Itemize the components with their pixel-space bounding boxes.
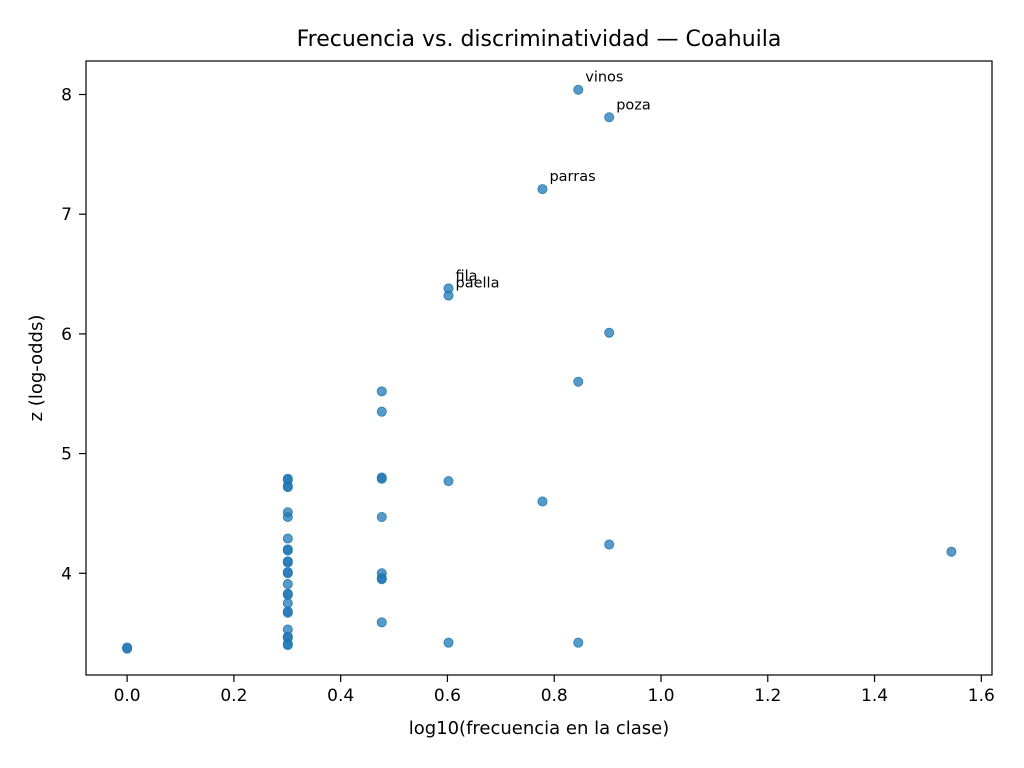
x-tick-label: 0.6 xyxy=(434,686,461,706)
data-point xyxy=(376,473,387,484)
x-tick-label: 1.4 xyxy=(861,686,888,706)
data-point xyxy=(282,533,293,544)
data-point xyxy=(282,607,293,618)
point-label: fila xyxy=(456,268,478,284)
data-point xyxy=(443,476,454,487)
data-point xyxy=(282,589,293,600)
point-label: parras xyxy=(549,169,595,185)
point-label: paella xyxy=(456,276,500,292)
data-points xyxy=(122,84,957,654)
data-point xyxy=(282,640,293,651)
data-point xyxy=(443,637,454,648)
data-point xyxy=(573,84,584,95)
point-label: vinos xyxy=(585,70,623,86)
x-tick-label: 1.6 xyxy=(968,686,995,706)
data-point xyxy=(604,539,615,550)
x-tick-label: 0.8 xyxy=(541,686,568,706)
data-point xyxy=(443,290,454,301)
data-point xyxy=(604,327,615,338)
data-point xyxy=(604,112,615,123)
y-tick-label: 6 xyxy=(61,325,72,345)
x-tick-label: 1.0 xyxy=(647,686,674,706)
y-axis: 4 5 6 7 8 xyxy=(61,86,86,584)
x-tick-label: 0.0 xyxy=(114,686,141,706)
x-tick-label: 0.4 xyxy=(327,686,354,706)
data-point xyxy=(537,184,548,195)
data-point xyxy=(282,557,293,568)
plot-area xyxy=(85,60,993,676)
data-point xyxy=(376,386,387,397)
data-point xyxy=(376,512,387,523)
data-point xyxy=(122,643,133,654)
data-point xyxy=(376,617,387,628)
data-point xyxy=(573,376,584,387)
y-tick-label: 5 xyxy=(61,445,72,465)
point-label: poza xyxy=(616,97,651,113)
x-axis: 0.0 0.2 0.4 0.6 0.8 1.0 1.2 1.4 1.6 xyxy=(114,675,995,706)
data-point xyxy=(537,496,548,507)
chart-title: Frecuencia vs. discriminatividad — Coahu… xyxy=(297,27,782,52)
data-point xyxy=(282,482,293,493)
data-point xyxy=(376,406,387,417)
data-point xyxy=(282,598,293,609)
data-point xyxy=(376,574,387,585)
data-point xyxy=(282,545,293,556)
data-point xyxy=(573,637,584,648)
data-point xyxy=(946,546,957,557)
x-axis-label: log10(frecuencia en la clase) xyxy=(409,718,670,739)
data-point xyxy=(282,579,293,590)
x-tick-label: 1.2 xyxy=(754,686,781,706)
data-point xyxy=(282,512,293,523)
y-tick-label: 4 xyxy=(61,564,72,584)
x-tick-label: 0.2 xyxy=(220,686,247,706)
data-point xyxy=(282,568,293,579)
y-tick-label: 7 xyxy=(61,205,72,225)
y-axis-label: z (log-odds) xyxy=(26,315,47,422)
y-tick-label: 8 xyxy=(61,86,72,106)
